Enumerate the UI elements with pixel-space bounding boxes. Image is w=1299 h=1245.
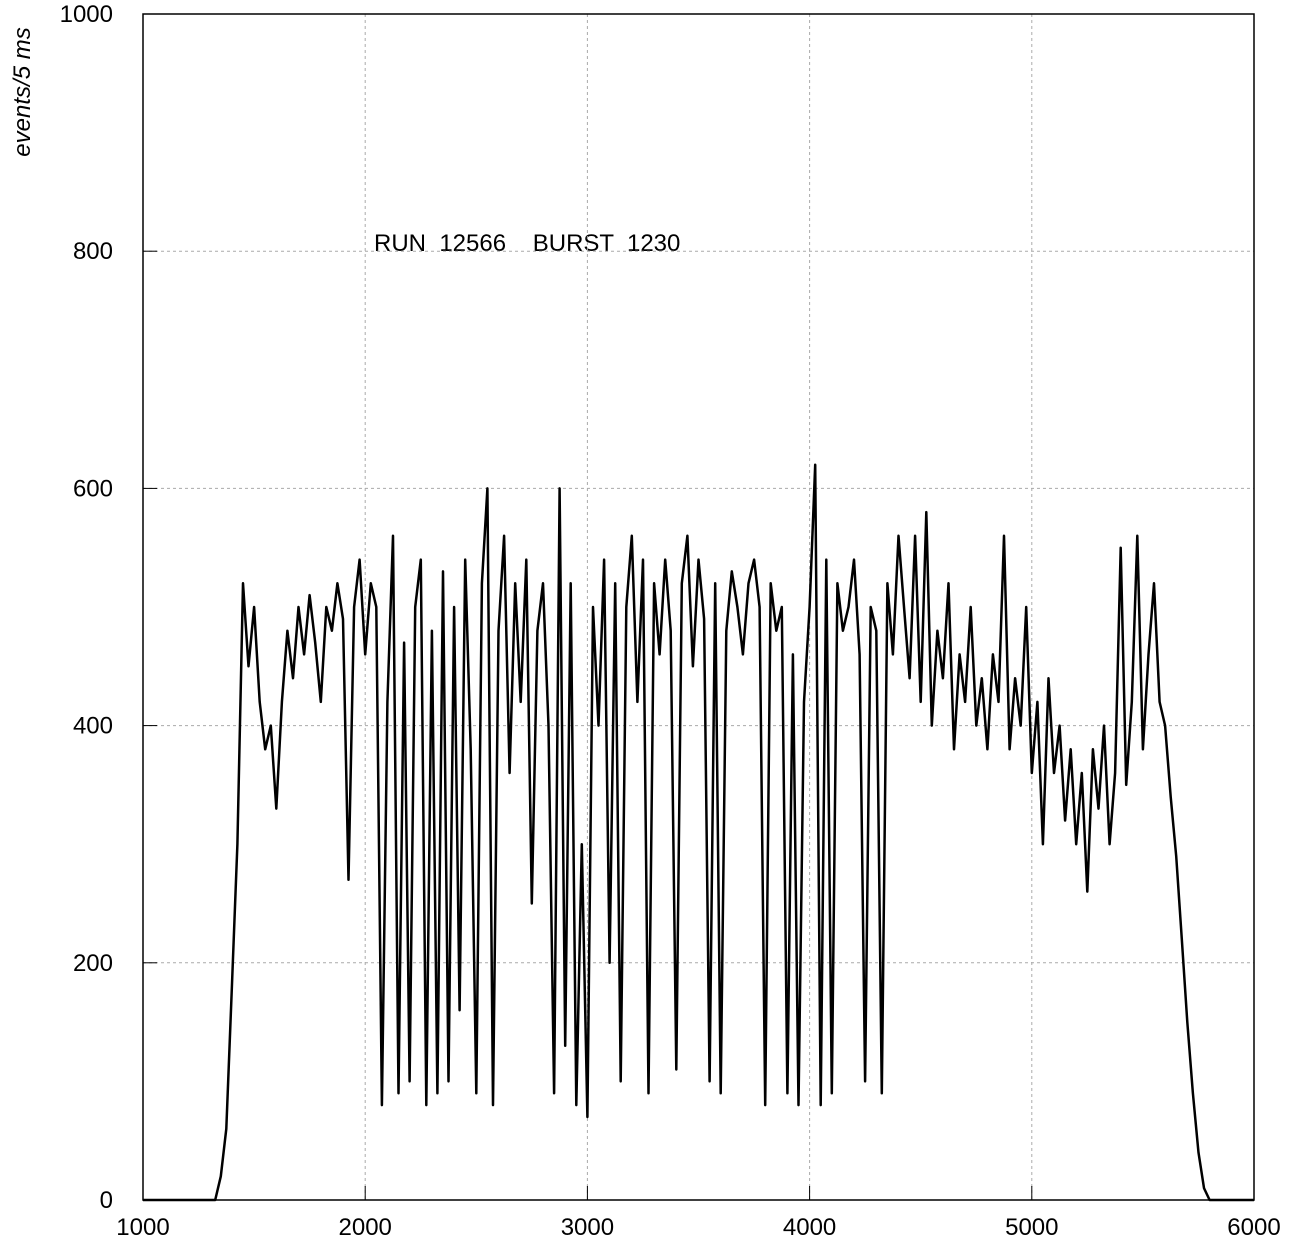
y-tick-label: 200 (73, 950, 113, 977)
y-tick-label: 400 (73, 713, 113, 740)
x-tick-label: 6000 (1227, 1214, 1280, 1241)
x-tick-label: 3000 (561, 1214, 614, 1241)
x-tick-label: 4000 (783, 1214, 836, 1241)
y-tick-label: 800 (73, 238, 113, 265)
x-tick-label: 1000 (116, 1214, 169, 1241)
x-tick-label: 2000 (339, 1214, 392, 1241)
y-tick-label: 1000 (60, 1, 113, 28)
data-line (143, 463, 1254, 1202)
y-tick-label: 600 (73, 475, 113, 502)
y-axis-label: events/5 ms (9, 27, 36, 156)
plot-frame (142, 13, 1255, 1201)
x-tick-label: 5000 (1005, 1214, 1058, 1241)
y-tick-label: 0 (100, 1187, 113, 1214)
annotation: RUN 12566 BURST 1230 (374, 230, 680, 257)
